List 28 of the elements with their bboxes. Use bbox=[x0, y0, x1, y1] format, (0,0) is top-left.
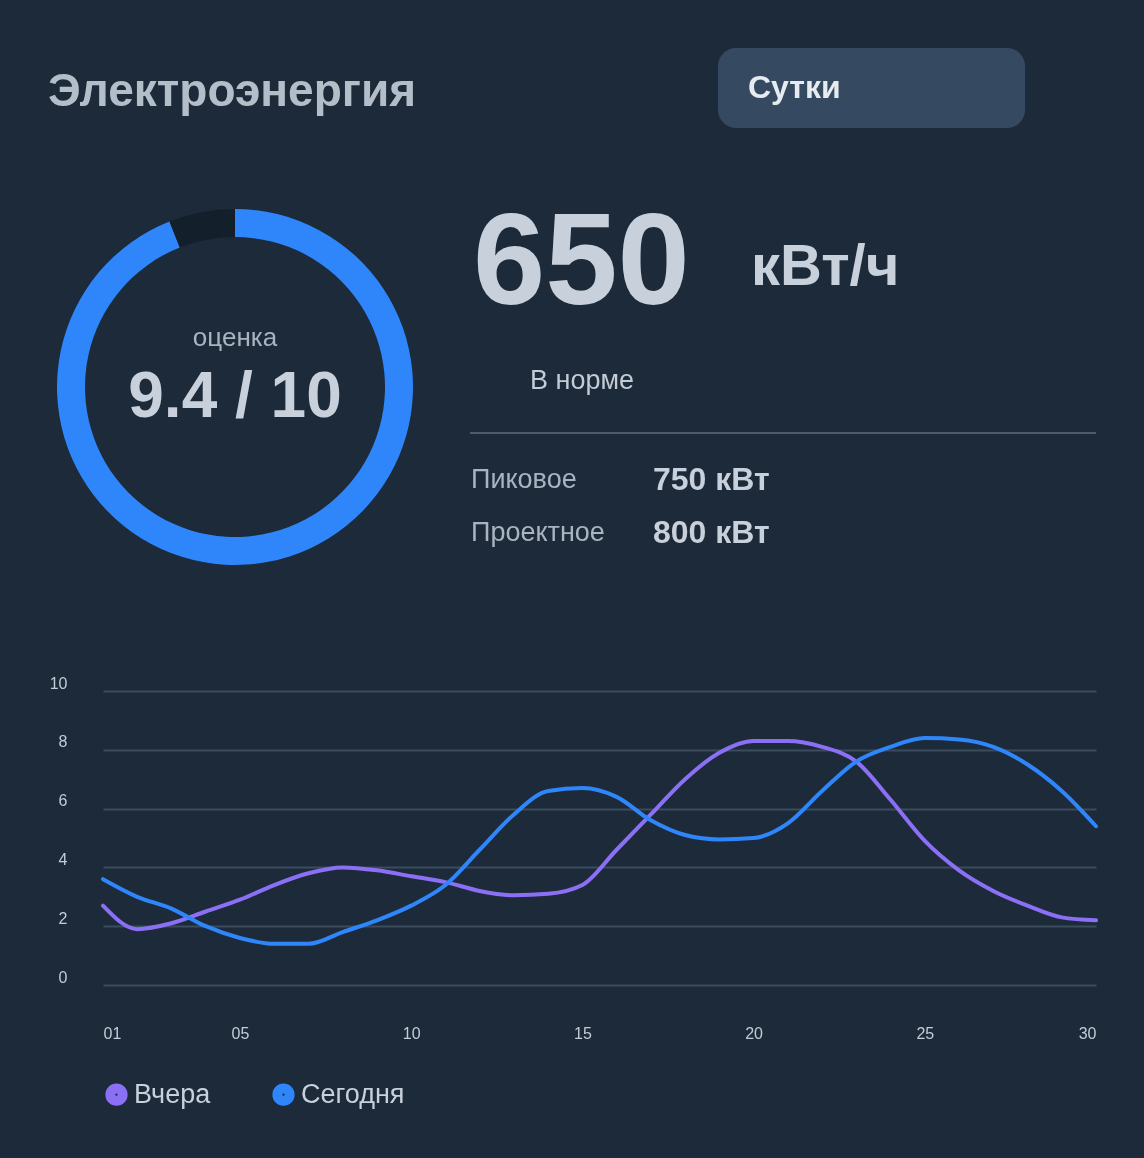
text: 9.4 / 10 bbox=[128, 359, 342, 431]
text: оценка bbox=[192, 322, 278, 352]
x-tick-label: 20 bbox=[745, 1024, 764, 1042]
donut-slice bbox=[57, 209, 413, 565]
text: 800 кВт bbox=[653, 514, 770, 550]
text: Электроэнергия bbox=[48, 64, 417, 116]
text: Пиковое bbox=[471, 464, 577, 494]
legend-label: Вчера bbox=[134, 1078, 212, 1109]
x-tick-label: 05 bbox=[231, 1024, 250, 1042]
x-tick-label: 30 bbox=[1078, 1024, 1097, 1042]
x-tick-label: 10 bbox=[402, 1024, 421, 1042]
text: Проектное bbox=[471, 517, 605, 547]
y-tick-label: 0 bbox=[58, 968, 68, 986]
text: Сутки bbox=[748, 69, 841, 105]
text: 650 bbox=[473, 186, 690, 332]
y-tick-label: 10 bbox=[49, 674, 68, 692]
donut-slice bbox=[169, 209, 235, 248]
text: В норме bbox=[530, 365, 635, 395]
x-tick-label: 15 bbox=[573, 1024, 592, 1042]
y-tick-label: 8 bbox=[58, 733, 68, 751]
text: кВт/ч bbox=[751, 232, 900, 297]
y-tick-label: 2 bbox=[58, 909, 68, 927]
legend-label: Сегодня bbox=[301, 1078, 405, 1109]
y-tick-label: 4 bbox=[58, 850, 68, 868]
x-tick-label: 25 bbox=[916, 1024, 935, 1042]
text: 750 кВт bbox=[653, 461, 770, 497]
y-tick-label: 6 bbox=[58, 792, 68, 810]
x-tick-label: 01 bbox=[103, 1024, 122, 1042]
